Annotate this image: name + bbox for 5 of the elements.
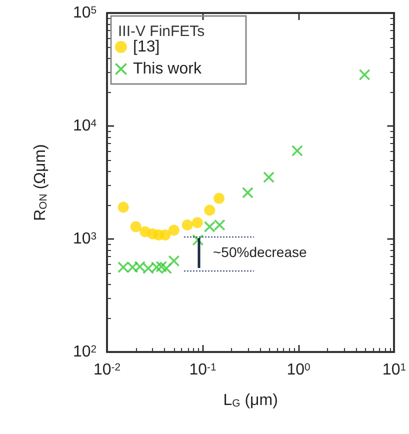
legend-title: III-V FinFETs <box>118 23 205 40</box>
y-axis-title: RON (Ωμm) <box>32 144 50 221</box>
annotation: ~50%decrease <box>213 244 308 260</box>
legend-label: [13] <box>133 38 160 56</box>
legend-label: This work <box>133 60 202 78</box>
